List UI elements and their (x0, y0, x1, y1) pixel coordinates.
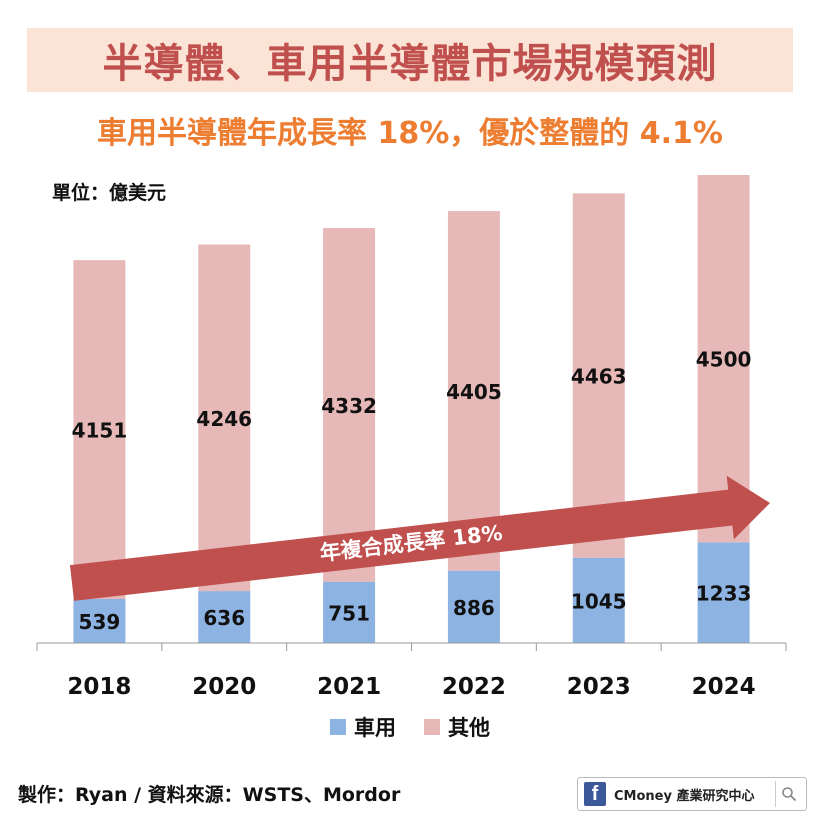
bar-auto-2022 (447, 570, 500, 643)
unit-label: 單位：億美元 (52, 182, 167, 204)
data-label-other-2022: 4405 (446, 380, 502, 404)
chart-subtitle: 車用半導體年成長率 18%，優於整體的 4.1% (97, 116, 723, 151)
bar-other-2023 (572, 193, 625, 558)
legend-swatch-auto (330, 719, 346, 735)
bar-auto-2021 (323, 581, 376, 643)
legend-label-auto: 車用 (354, 716, 396, 740)
brand-badge[interactable]: f CMoney 產業研究中心 (577, 777, 807, 811)
legend: 車用 其他 (0, 712, 820, 742)
bar-auto-2024 (697, 542, 750, 643)
data-label-other-2018: 4151 (72, 419, 128, 443)
legend-item-other: 其他 (424, 712, 490, 742)
x-tick-label-2023: 2023 (567, 674, 631, 700)
title-banner: 半導體、車用半導體市場規模預測 (27, 28, 793, 92)
credit-text: 製作：Ryan / 資料來源：WSTS、Mordor (18, 784, 401, 806)
bar-auto-2018 (73, 599, 126, 643)
bar-other-2021 (323, 228, 376, 582)
search-icon[interactable] (775, 781, 802, 807)
data-label-auto-2022: 886 (453, 596, 495, 620)
data-label-other-2020: 4246 (196, 407, 252, 431)
growth-arrow (69, 475, 770, 601)
x-tick-label-2024: 2024 (692, 674, 756, 700)
legend-item-auto: 車用 (330, 712, 396, 742)
bar-auto-2023 (572, 557, 625, 643)
bar-other-2018 (73, 260, 126, 599)
x-tick-label-2021: 2021 (317, 674, 381, 700)
x-tick-label-2018: 2018 (67, 674, 131, 700)
chart-title: 半導體、車用半導體市場規模預測 (102, 41, 718, 87)
data-label-auto-2024: 1233 (696, 582, 752, 606)
data-label-auto-2023: 1045 (571, 589, 627, 613)
bar-other-2024 (697, 175, 750, 543)
data-label-other-2024: 4500 (696, 348, 752, 372)
legend-label-other: 其他 (448, 716, 490, 740)
bar-other-2022 (447, 211, 500, 571)
data-label-auto-2020: 636 (203, 606, 245, 630)
x-tick-label-2020: 2020 (192, 674, 256, 700)
x-tick-label-2022: 2022 (442, 674, 506, 700)
data-label-other-2023: 4463 (571, 365, 627, 389)
legend-swatch-other (424, 719, 440, 735)
bar-auto-2020 (198, 591, 251, 643)
data-label-other-2021: 4332 (321, 394, 377, 418)
bar-other-2020 (198, 244, 251, 592)
brand-name: CMoney 產業研究中心 (614, 788, 755, 804)
data-label-auto-2018: 539 (79, 610, 121, 634)
facebook-icon: f (584, 782, 606, 806)
data-label-auto-2021: 751 (328, 601, 370, 625)
